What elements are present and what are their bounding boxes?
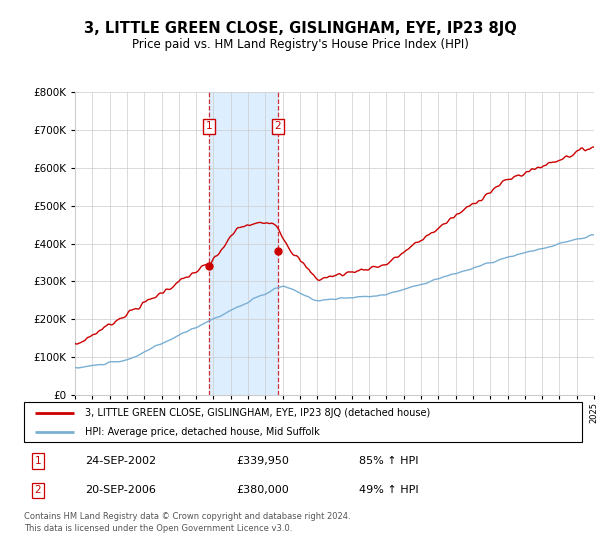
FancyBboxPatch shape (24, 402, 582, 442)
Text: 85% ↑ HPI: 85% ↑ HPI (359, 456, 418, 466)
Text: 1: 1 (35, 456, 41, 466)
Text: 2: 2 (35, 486, 41, 496)
Text: 3, LITTLE GREEN CLOSE, GISLINGHAM, EYE, IP23 8JQ (detached house): 3, LITTLE GREEN CLOSE, GISLINGHAM, EYE, … (85, 408, 431, 418)
Text: 20-SEP-2006: 20-SEP-2006 (85, 486, 156, 496)
Text: 49% ↑ HPI: 49% ↑ HPI (359, 486, 418, 496)
Text: Price paid vs. HM Land Registry's House Price Index (HPI): Price paid vs. HM Land Registry's House … (131, 38, 469, 50)
Text: 3, LITTLE GREEN CLOSE, GISLINGHAM, EYE, IP23 8JQ: 3, LITTLE GREEN CLOSE, GISLINGHAM, EYE, … (83, 21, 517, 36)
Text: 1: 1 (205, 122, 212, 132)
Text: 24-SEP-2002: 24-SEP-2002 (85, 456, 157, 466)
Text: £339,950: £339,950 (236, 456, 289, 466)
Text: £380,000: £380,000 (236, 486, 289, 496)
Text: 2: 2 (275, 122, 281, 132)
Bar (209, 92, 278, 395)
Text: HPI: Average price, detached house, Mid Suffolk: HPI: Average price, detached house, Mid … (85, 427, 320, 437)
Text: Contains HM Land Registry data © Crown copyright and database right 2024.
This d: Contains HM Land Registry data © Crown c… (24, 512, 350, 533)
